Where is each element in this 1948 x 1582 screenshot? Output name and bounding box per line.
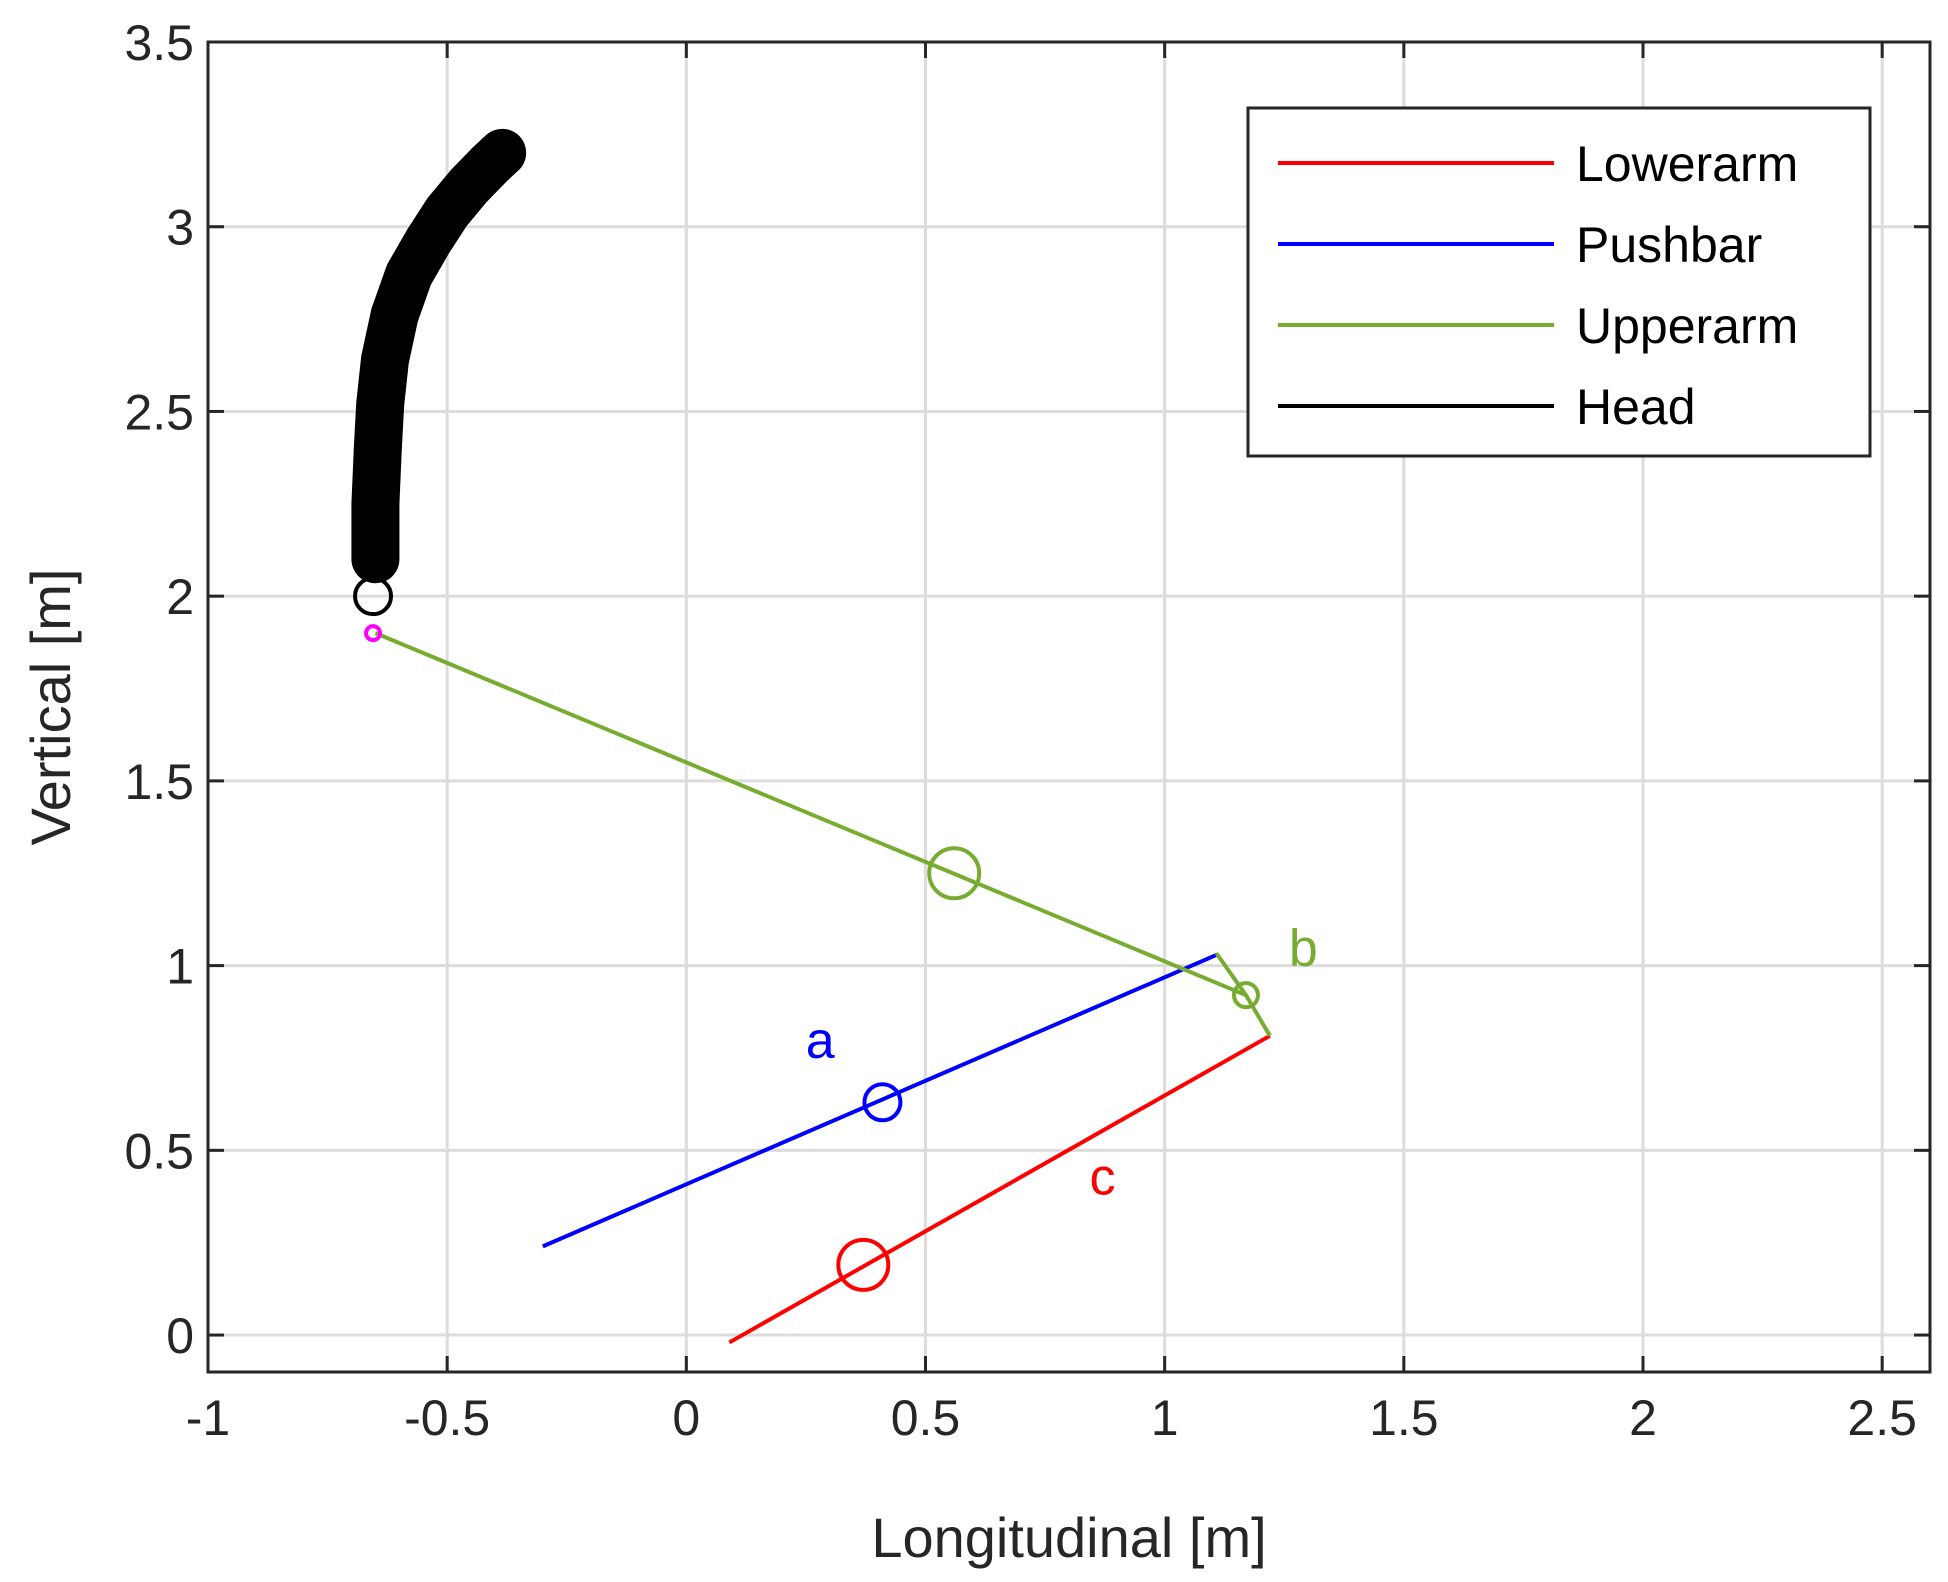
upperarm-marker [927, 846, 982, 901]
lowerarm-line [728, 1034, 1271, 1345]
head-line [351, 128, 527, 584]
x-tick-label: -0.5 [404, 1390, 490, 1446]
y-tick-label: 0.5 [124, 1123, 194, 1179]
legend-label-lowerarm: Lowerarm [1576, 136, 1798, 192]
legend: Lowerarm Pushbar Upperarm Head [1246, 106, 1872, 458]
y-axis-label: Vertical [m] [19, 569, 82, 846]
x-tick-label: 2 [1629, 1390, 1657, 1446]
annotation-a: a [806, 1012, 835, 1070]
x-tick-label: 1.5 [1369, 1390, 1439, 1446]
axes-frame [206, 40, 1932, 1374]
x-tick-label: 1 [1151, 1390, 1179, 1446]
pivot-marker [364, 624, 383, 643]
head-marker [353, 576, 394, 617]
y-tick-label: 2 [166, 569, 194, 625]
annotation-c: c [1089, 1149, 1115, 1207]
legend-label-upperarm: Upperarm [1576, 298, 1798, 354]
x-tick-label: 2.5 [1847, 1390, 1917, 1446]
series-layer [351, 128, 1272, 1345]
x-tick-label: 0 [672, 1390, 700, 1446]
y-tick-label: 1.5 [124, 754, 194, 810]
x-axis-label: Longitudinal [m] [871, 1506, 1266, 1569]
y-tick-label: 3.5 [124, 15, 194, 71]
y-tick-label: 0 [166, 1308, 194, 1364]
y-tick-label: 2.5 [124, 384, 194, 440]
annotation-b: b [1289, 920, 1318, 978]
ticks [206, 40, 1930, 1372]
y-tick-label: 3 [166, 200, 194, 256]
legend-box [1246, 106, 1872, 458]
x-tick-label: -1 [186, 1390, 230, 1446]
x-tick-label: 0.5 [891, 1390, 961, 1446]
upperarm-line [374, 631, 1272, 1037]
y-tick-label: 1 [166, 939, 194, 995]
upperarm-marker-2 [1231, 981, 1260, 1010]
legend-label-pushbar: Pushbar [1576, 217, 1762, 273]
pushbar-line [542, 952, 1219, 1249]
tick-labels: -1 -0.5 0 0.5 1 1.5 2 2.5 0 0.5 1 1.5 2 2.5 3 3.5 [124, 15, 1916, 1446]
annotations-layer: a b c [806, 920, 1318, 1207]
lowerarm-marker [836, 1237, 891, 1292]
legend-label-head: Head [1576, 379, 1696, 435]
pushbar-marker [862, 1082, 903, 1123]
